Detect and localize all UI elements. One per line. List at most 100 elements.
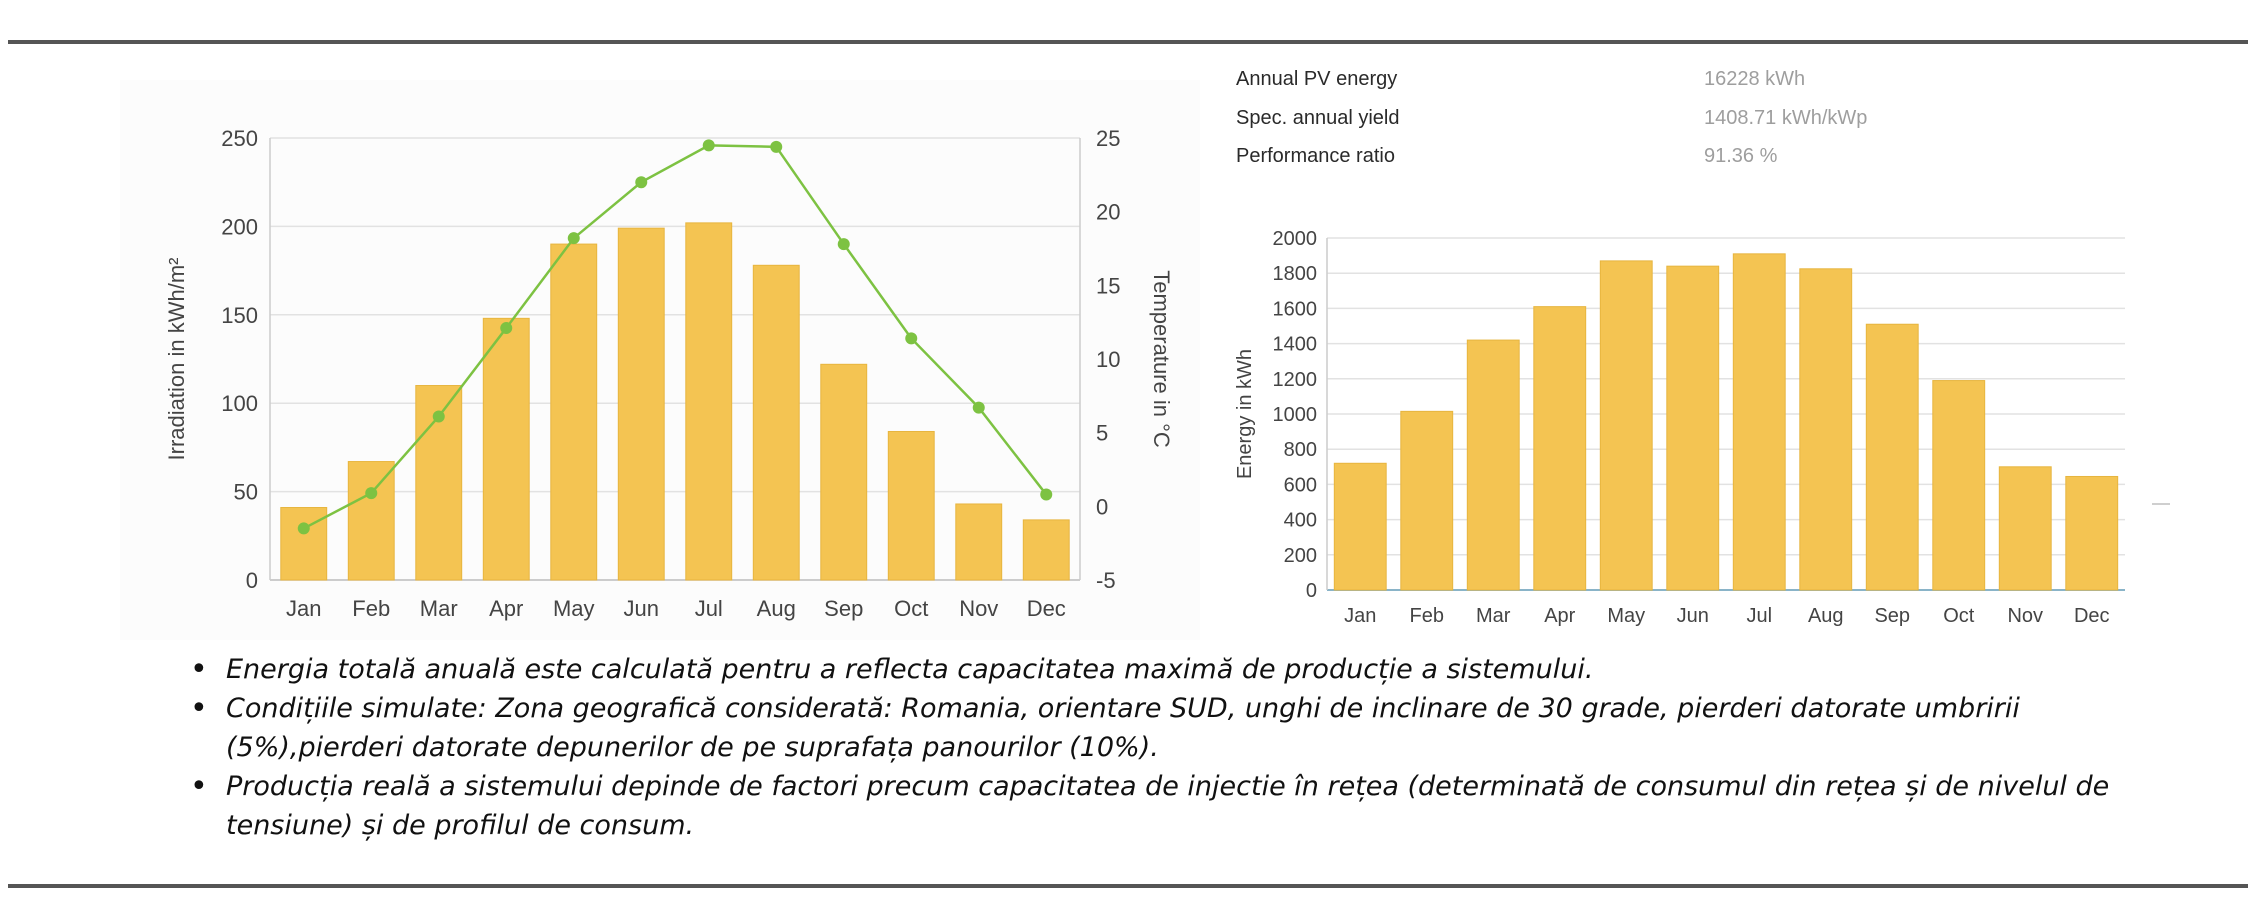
y-tick-label: 1800 [1273,263,1318,285]
energy-bar [1400,410,1454,591]
y-tick-label: 1000 [1273,404,1318,426]
x-tick-label: Aug [757,596,796,621]
irradiation-bar [280,507,328,581]
stat-row-annual-pv-energy: Annual PV energy 16228 kWh [1236,62,1956,101]
temperature-point [1040,488,1053,501]
temperature-point [905,332,918,345]
energy-bar [1932,380,1986,591]
energy-bar [1466,339,1520,591]
energy-bar [1799,268,1853,591]
note-item: • Condițiile simulate: Zona geografică c… [180,689,2160,767]
irradiation-bar [617,227,665,581]
y-tick-label: 50 [234,480,258,505]
y2-tick-label: 10 [1096,347,1120,372]
y-tick-label: 800 [1284,439,1317,461]
note-item: • Energia totală anuală este calculată p… [180,650,2160,689]
y-tick-label: 1600 [1273,298,1318,320]
irradiation-bar [685,222,733,581]
y2-tick-label: 25 [1096,126,1120,151]
y-tick-label: 0 [246,568,258,593]
x-tick-label: Sep [824,596,863,621]
irradiation-bar [887,430,935,581]
temperature-point [702,139,715,152]
y-tick-label: 250 [221,126,258,151]
y2-tick-label: 20 [1096,200,1120,225]
bullet-icon: • [190,691,208,726]
bullet-icon: • [190,652,208,687]
y2-tick-label: 5 [1096,421,1108,446]
irradiation-bar [752,264,800,581]
temperature-point [500,322,513,335]
y2-tick-label: 0 [1096,494,1108,519]
stat-value: 16228 kWh [1704,68,1806,90]
temperature-point [837,238,850,251]
x-tick-label: Dec [1027,596,1066,621]
energy-bar [1666,265,1720,591]
x-tick-label: May [1607,605,1645,627]
bullet-icon: • [190,769,208,804]
x-tick-label: Feb [352,596,390,621]
x-tick-label: Jul [1746,605,1772,627]
x-tick-label: Jun [1677,605,1709,627]
y-tick-label: 150 [221,303,258,328]
x-tick-label: Apr [1544,605,1575,627]
y2-axis-title: Temperature in °C [1149,270,1174,448]
x-tick-label: Jun [624,596,659,621]
temperature-line [303,144,1048,530]
x-tick-label: Jul [695,596,723,621]
x-tick-label: Feb [1410,605,1444,627]
temperature-point [432,410,445,423]
note-text: Producția reală a sistemului depinde de … [226,771,2110,841]
temperature-point [635,176,648,189]
y-tick-label: 2000 [1273,228,1318,250]
y-tick-label: 0 [1306,580,1317,602]
x-tick-label: Mar [420,596,458,621]
energy-bar [1732,253,1786,591]
irradiation-bar [955,503,1003,581]
x-tick-label: Sep [1874,605,1910,627]
x-tick-label: Oct [1943,605,1975,627]
x-tick-label: Dec [2074,605,2110,627]
x-tick-label: Jan [1344,605,1376,627]
bottom-divider [8,884,2248,888]
irradiation-bar [1022,519,1070,581]
note-item: • Producția reală a sistemului depinde d… [180,767,2160,845]
irradiation-bar [482,317,530,581]
y-axis-title: Energy in kWh [1234,349,1256,479]
y-tick-label: 400 [1284,510,1317,532]
temperature-point [365,487,378,500]
x-tick-label: Apr [489,596,523,621]
y2-tick-label: -5 [1096,568,1116,593]
y-tick-label: 200 [1284,545,1317,567]
energy-bar [1533,306,1587,591]
x-tick-label: Oct [894,596,928,621]
energy-bar [1333,462,1387,591]
y-tick-label: 1400 [1273,334,1318,356]
x-tick-label: Mar [1476,605,1511,627]
temperature-point [567,232,580,245]
y-tick-label: 100 [221,391,258,416]
energy-bar [1998,466,2052,591]
energy-bar [1599,260,1653,591]
x-tick-label: Aug [1808,605,1844,627]
stat-row-performance-ratio: Performance ratio 91.36 % [1236,139,1956,178]
x-tick-label: Jan [286,596,321,621]
top-divider [8,40,2248,44]
energy-bar [2065,475,2119,591]
stat-value: 1408.71 kWh/kWp [1704,106,1868,129]
stat-row-specific-yield: Spec. annual yield 1408.71 kWh/kWp [1236,101,1956,140]
monthly-energy-chart: 0 200 400 600 800 1000 1200 1400 1600 1800 2000 Jan… [1225,210,2185,640]
stat-label: Performance ratio [1236,145,1395,167]
temperature-point [770,140,783,153]
stat-label: Spec. annual yield [1236,106,1400,129]
y-tick-label: 600 [1284,474,1317,496]
note-text: Energia totală anuală este calculată pen… [226,654,1594,685]
x-tick-label: Nov [959,596,998,621]
stat-value: 91.36 % [1704,145,1778,167]
x-tick-label: Nov [2007,605,2043,627]
x-tick-label: May [553,596,595,621]
irradiation-bar [347,461,395,581]
y-tick-label: 200 [221,214,258,239]
y2-tick-label: 15 [1096,273,1120,298]
edge-marker [2152,503,2170,505]
